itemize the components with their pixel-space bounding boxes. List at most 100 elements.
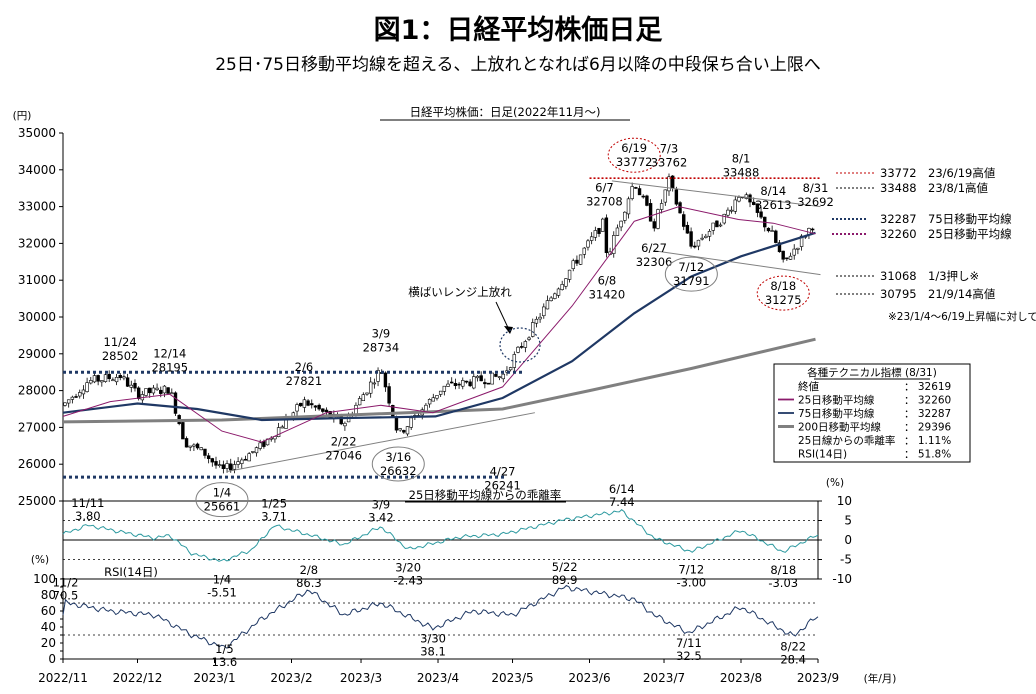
candle-body [357, 398, 362, 406]
price-annotation-text: 11/24 [104, 335, 137, 349]
candle-body [103, 374, 108, 382]
candle-body [70, 396, 75, 400]
candle-body [612, 235, 616, 254]
candle-body [446, 383, 450, 387]
price-annotation-text: 27046 [325, 449, 362, 463]
candle-body [324, 409, 329, 413]
candle-body [361, 394, 366, 401]
candle-body [497, 376, 502, 378]
rsi-annotation-text: 11/2 [53, 576, 79, 590]
candle-body [582, 247, 586, 255]
candle-body [589, 236, 594, 241]
candle-body [398, 428, 402, 431]
candle-body [181, 422, 185, 440]
candle-body [162, 385, 167, 394]
deviation-y-tick-label: 5 [844, 514, 852, 528]
x-tick-label: 2022/11 [38, 671, 88, 685]
candle-body [674, 189, 679, 205]
candle-body [383, 372, 388, 388]
candle-body [387, 386, 391, 404]
candle-body [810, 228, 815, 231]
right-label-value: 31068 [880, 269, 917, 283]
price-annotation-text: 31275 [765, 293, 802, 307]
price-annotation-text: 32613 [755, 198, 792, 212]
candle-body [199, 447, 203, 451]
deviation-annotation-text: 6/14 [609, 482, 635, 496]
rsi-annotation-text: 3/30 [420, 632, 446, 646]
candle-body [254, 447, 259, 454]
price-annotation-text: 3/16 [385, 450, 411, 464]
candle-body [63, 402, 67, 406]
price-y-tick-label: 25000 [18, 494, 56, 508]
candle-body [457, 383, 461, 386]
candle-body [501, 373, 505, 380]
price-annotation-text: 33762 [651, 156, 688, 170]
price-annotation-text: 1/4 [213, 486, 232, 500]
deviation-y-tick-label: 0 [844, 533, 852, 547]
rsi-y-tick-label: 20 [41, 636, 56, 650]
deviation-y-tick-label: -5 [840, 553, 852, 567]
candle-body [781, 250, 785, 260]
candle-body [276, 427, 281, 437]
candle-body [81, 389, 86, 395]
price-annotation-text: 2/6 [295, 360, 314, 374]
candle-body [409, 417, 413, 428]
candle-body [601, 218, 605, 232]
candle-body [85, 382, 89, 392]
price-annotation-text: 8/31 [803, 181, 829, 195]
indicator-label: 25日線からの乖離率 [798, 434, 895, 447]
candle-body [78, 392, 82, 397]
candle-body [394, 417, 399, 431]
candle-body [678, 202, 682, 214]
rsi-annotation-text: 1/5 [215, 642, 234, 656]
candle-body [402, 430, 406, 433]
right-label-text: 21/9/14高値 [928, 287, 996, 301]
candle-body [766, 227, 771, 232]
x-tick-label: 2023/6 [568, 671, 610, 685]
deviation-annotation-text: 3.80 [75, 509, 101, 523]
candle-body [682, 214, 686, 227]
trend-line [654, 250, 821, 276]
deviation-annotation-text: -3.03 [768, 576, 798, 590]
x-tick-label: 2023/9 [797, 671, 839, 685]
candle-body [663, 189, 668, 203]
candle-body [770, 230, 774, 232]
candle-body [225, 463, 229, 469]
price-y-tick-label: 34000 [18, 163, 56, 177]
price-annotation-text: 26632 [380, 464, 417, 478]
rsi-annotation-text: 13.6 [212, 655, 238, 669]
candle-body [125, 377, 130, 387]
right-label-value: 32287 [880, 212, 917, 226]
candle-body [450, 381, 454, 384]
candle-body [523, 341, 528, 348]
candle-body [593, 230, 598, 238]
right-label-value: 30795 [880, 287, 917, 301]
candle-body [302, 399, 307, 408]
indicator-value: ： 51.8% [904, 449, 951, 461]
candle-body [615, 227, 620, 236]
deviation-annotation-text: 3.71 [261, 510, 287, 524]
candle-body [251, 451, 255, 453]
candle-body [405, 426, 410, 435]
candle-body [280, 426, 284, 429]
candle-body [494, 373, 498, 377]
indicator-value: ： 32287 [904, 408, 951, 420]
page-title: 図1：日経平均株価日足 [373, 15, 663, 46]
deviation-annotation-text: 3/20 [395, 560, 421, 574]
price-annotation-text: 8/1 [732, 152, 751, 166]
candle-body [626, 198, 631, 215]
candle-body [92, 375, 97, 383]
rsi-annotation-text: 86.3 [296, 576, 322, 590]
price-annotation-text: 31791 [673, 274, 710, 288]
candle-body [733, 199, 737, 212]
price-annotation-circle [607, 137, 661, 173]
candle-body [118, 375, 122, 378]
candle-body [755, 203, 760, 213]
rsi-annotation-text: 89.9 [552, 573, 578, 587]
candle-body [262, 441, 266, 447]
candle-body [468, 381, 472, 387]
candle-body [464, 380, 469, 383]
price-annotation-text: 28502 [102, 349, 139, 363]
candle-body [240, 459, 244, 464]
right-label-value: 32260 [880, 227, 917, 241]
